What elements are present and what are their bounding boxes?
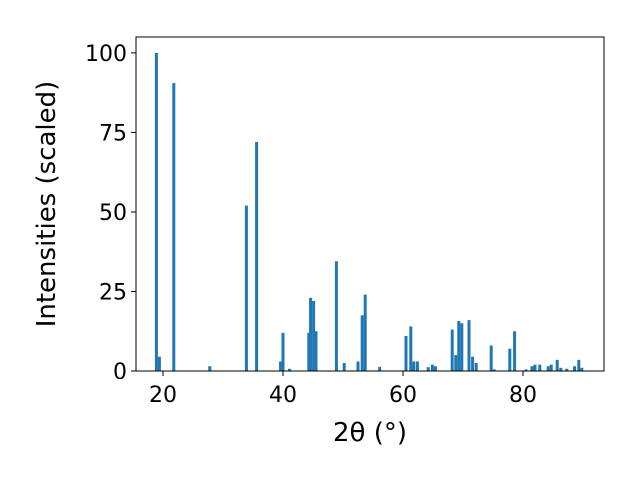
x-tick-label: 20	[149, 383, 177, 408]
bar	[288, 368, 292, 371]
bar	[467, 320, 471, 371]
y-tick-label: 25	[99, 280, 127, 305]
y-tick-label: 100	[85, 42, 127, 67]
bar	[314, 331, 318, 371]
bar	[157, 356, 161, 371]
bar	[356, 361, 360, 371]
x-tick-label: 80	[509, 383, 537, 408]
bar	[489, 345, 493, 371]
bar	[279, 361, 283, 371]
bar	[549, 364, 553, 371]
y-tick-label: 50	[99, 201, 127, 226]
bar	[208, 366, 212, 371]
x-tick-label: 60	[389, 383, 417, 408]
bar	[457, 321, 461, 371]
bar	[492, 369, 496, 371]
bar	[255, 141, 259, 371]
bar	[460, 323, 464, 371]
bar	[471, 356, 475, 371]
x-axis-label: 2θ (°)	[333, 418, 407, 448]
y-axis-label: Intensities (scaled)	[32, 81, 62, 328]
bar	[412, 361, 416, 371]
bar	[433, 366, 437, 371]
bar	[307, 332, 311, 371]
bar	[524, 369, 528, 371]
bar	[415, 361, 419, 371]
bar	[154, 52, 158, 372]
bar	[172, 83, 176, 371]
bar	[450, 329, 454, 371]
bar	[559, 367, 563, 371]
bar	[360, 315, 364, 371]
bar	[454, 355, 458, 371]
bar	[533, 364, 537, 371]
bar	[334, 261, 338, 371]
bar	[426, 367, 430, 371]
bar	[555, 359, 559, 371]
y-tick-label: 0	[113, 360, 127, 385]
bar	[508, 348, 512, 371]
bar	[513, 331, 517, 371]
y-tick-label: 75	[99, 121, 127, 146]
bar	[309, 297, 313, 371]
bar	[577, 359, 581, 371]
bar	[573, 366, 577, 371]
bar	[342, 363, 346, 371]
plot-frame	[135, 36, 605, 372]
bar	[538, 364, 542, 371]
bar	[312, 301, 316, 371]
x-tick-label: 40	[269, 383, 297, 408]
bar	[244, 205, 248, 371]
bar	[409, 326, 413, 371]
bar	[404, 336, 408, 371]
bar	[281, 332, 285, 371]
bar	[580, 367, 584, 371]
bar	[546, 366, 550, 371]
bar	[430, 364, 434, 371]
bar	[474, 363, 478, 371]
bar	[378, 366, 382, 371]
bar	[363, 294, 367, 371]
bar	[530, 366, 534, 371]
bar	[565, 368, 569, 371]
